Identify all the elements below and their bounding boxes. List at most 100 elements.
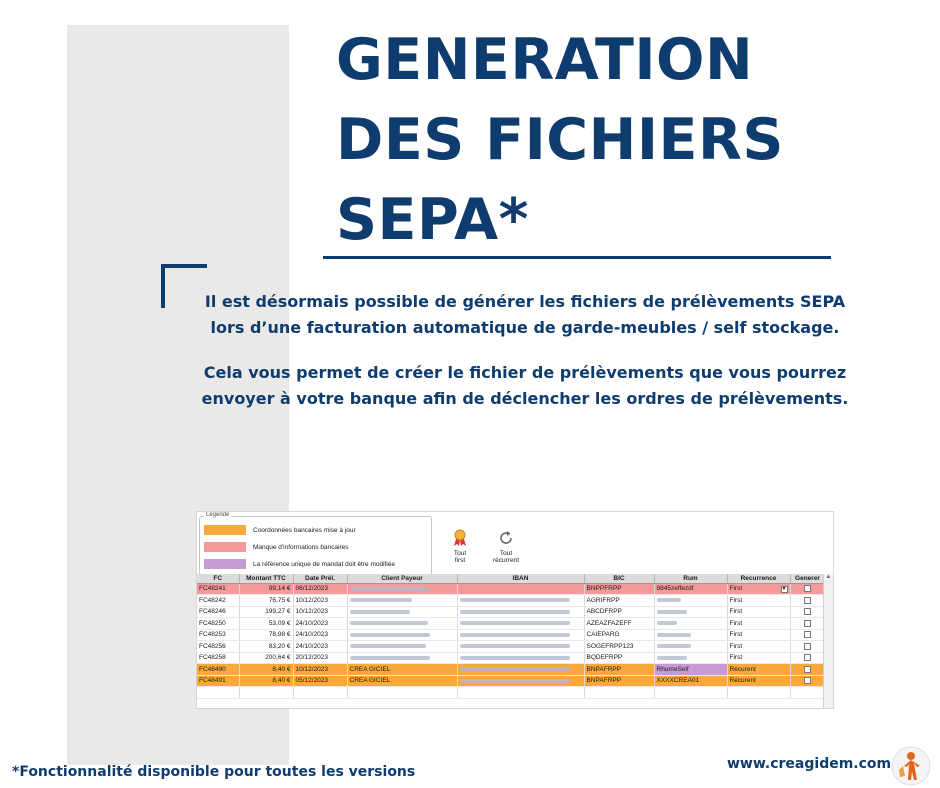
table-row[interactable]: FC48258 200,64 € 20/12/2023 BQDEFRPP Fir… bbox=[197, 652, 826, 664]
legend-label: Coordonnées bancaires mise à jour bbox=[253, 526, 356, 534]
table-scrollbar[interactable]: ▲ bbox=[823, 574, 833, 708]
title-divider bbox=[323, 256, 831, 259]
cell-bic: BQDEFRPP bbox=[584, 652, 655, 664]
cell-recurrence[interactable]: First bbox=[727, 652, 791, 664]
column-header-rum[interactable]: Rum bbox=[654, 574, 728, 584]
medal-icon bbox=[454, 529, 466, 546]
cell-iban-blurred bbox=[457, 629, 585, 641]
cell-generer[interactable] bbox=[790, 606, 826, 618]
generate-checkbox[interactable] bbox=[804, 677, 811, 685]
table-row[interactable]: FC48250 53,09 € 24/10/2023 AZEAZFAZEFF F… bbox=[197, 617, 826, 630]
cell-generer[interactable] bbox=[790, 675, 826, 687]
generate-checkbox[interactable] bbox=[804, 665, 811, 673]
intro-paragraph-2: Cela vous permet de créer le fichier de … bbox=[201, 363, 849, 408]
table-row[interactable]: FC48241 99,14 € 06/12/2023 BNPPFRPP 9845… bbox=[197, 583, 826, 595]
chevron-down-icon[interactable]: ▼ bbox=[780, 585, 788, 593]
cell-montant: 8,40 € bbox=[239, 663, 294, 676]
cell-client: CREA GICIEL bbox=[347, 675, 458, 687]
cell-montant: 83,20 € bbox=[239, 640, 294, 653]
generate-checkbox[interactable] bbox=[804, 642, 811, 650]
cell-fc: FC48256 bbox=[197, 640, 240, 653]
column-header-bic[interactable]: BIC bbox=[584, 574, 655, 584]
corner-bracket-decoration bbox=[161, 264, 207, 308]
generate-checkbox[interactable] bbox=[804, 596, 811, 604]
legend-item-updated: Coordonnées bancaires mise à jour bbox=[204, 525, 356, 535]
cell-recurrence[interactable]: Récurent bbox=[727, 663, 791, 676]
legend-item-mandate: La référence unique de mandat doit être … bbox=[204, 559, 395, 569]
all-first-label-2: first bbox=[454, 557, 466, 564]
cell-date: 06/12/2023 bbox=[293, 583, 348, 595]
column-header-recurrence[interactable]: Recurrence bbox=[727, 574, 791, 584]
cell-montant: 78,98 € bbox=[239, 629, 294, 641]
cell-client-blurred bbox=[347, 606, 458, 618]
table-row[interactable]: FC48246 199,27 € 10/12/2023 ABCDFRPP Fir… bbox=[197, 606, 826, 618]
table-row[interactable]: FC48490 8,40 € 10/12/2023 CREA GICIEL BN… bbox=[197, 663, 826, 676]
cell-rum-blurred bbox=[654, 652, 728, 664]
cell-date: 24/10/2023 bbox=[293, 629, 348, 641]
legend-swatch-orange bbox=[204, 525, 246, 535]
generate-checkbox[interactable] bbox=[804, 585, 811, 593]
legend-label: Manque d'informations bancaires bbox=[253, 543, 349, 551]
refresh-icon bbox=[500, 531, 512, 544]
cell-fc: FC48258 bbox=[197, 652, 240, 664]
cell-date: 10/12/2023 bbox=[293, 663, 348, 676]
cell-iban-blurred bbox=[457, 652, 585, 664]
cell-fc: FC48253 bbox=[197, 629, 240, 641]
column-header-client[interactable]: Client Payeur bbox=[347, 574, 458, 584]
cell-rum-blurred bbox=[654, 640, 728, 653]
legend-title: Legende bbox=[204, 512, 232, 518]
cell-bic: BNPPFRPP bbox=[584, 583, 655, 595]
cell-generer[interactable] bbox=[790, 594, 826, 607]
cell-rum-blurred bbox=[654, 594, 728, 607]
all-first-label-1: Tout bbox=[453, 550, 467, 557]
cell-client-blurred bbox=[347, 583, 458, 595]
cell-client-blurred bbox=[347, 652, 458, 664]
cell-generer[interactable] bbox=[790, 663, 826, 676]
scroll-up-icon[interactable]: ▲ bbox=[825, 574, 832, 580]
generate-checkbox[interactable] bbox=[804, 631, 811, 639]
cell-date: 24/10/2023 bbox=[293, 617, 348, 630]
all-recurrent-button[interactable]: Tout récurrent bbox=[486, 529, 526, 564]
generate-checkbox[interactable] bbox=[804, 619, 811, 627]
column-header-fc[interactable]: FC bbox=[197, 574, 240, 584]
cell-fc: FC48242 bbox=[197, 594, 240, 607]
cell-recurrence[interactable]: Récurent bbox=[727, 675, 791, 687]
cell-montant: 76,75 € bbox=[239, 594, 294, 607]
generate-checkbox[interactable] bbox=[804, 608, 811, 616]
table-row[interactable]: FC48256 83,20 € 24/10/2023 SOGEFRPP123 F… bbox=[197, 640, 826, 653]
column-header-date[interactable]: Date Prél. bbox=[293, 574, 348, 584]
cell-date: 24/10/2023 bbox=[293, 640, 348, 653]
cell-recurrence[interactable]: First bbox=[727, 594, 791, 607]
cell-generer[interactable] bbox=[790, 629, 826, 641]
cell-recurrence[interactable]: First ▼ bbox=[727, 583, 791, 595]
cell-generer[interactable] bbox=[790, 583, 826, 595]
cell-recurrence[interactable]: First bbox=[727, 606, 791, 618]
cell-recurrence[interactable]: First bbox=[727, 617, 791, 630]
cell-client-blurred bbox=[347, 617, 458, 630]
cell-rum-blurred bbox=[654, 629, 728, 641]
cell-generer[interactable] bbox=[790, 652, 826, 664]
table-row[interactable]: FC48242 76,75 € 10/12/2023 AGRIFRPP Firs… bbox=[197, 594, 826, 607]
column-header-montant[interactable]: Montant TTC bbox=[239, 574, 294, 584]
table-row-empty bbox=[197, 686, 826, 699]
cell-recurrence[interactable]: First bbox=[727, 640, 791, 653]
generate-checkbox[interactable] bbox=[804, 654, 811, 662]
cell-client-blurred bbox=[347, 640, 458, 653]
cell-generer[interactable] bbox=[790, 640, 826, 653]
table-row[interactable]: FC48253 78,98 € 24/10/2023 CAIEPARG Firs… bbox=[197, 629, 826, 641]
column-header-iban[interactable]: IBAN bbox=[457, 574, 585, 584]
legend-swatch-red bbox=[204, 542, 246, 552]
cell-date: 05/12/2023 bbox=[293, 675, 348, 687]
legend-label: La référence unique de mandat doit être … bbox=[253, 560, 396, 568]
cell-generer[interactable] bbox=[790, 617, 826, 630]
table-row[interactable]: FC48491 8,40 € 05/12/2023 CREA GICIEL BN… bbox=[197, 675, 826, 687]
cell-fc: FC48491 bbox=[197, 675, 240, 687]
cell-bic: BNPAFRPP bbox=[584, 663, 655, 676]
all-first-button[interactable]: Tout first bbox=[440, 529, 480, 564]
cell-montant: 200,64 € bbox=[239, 652, 294, 664]
column-header-generer[interactable]: Generer bbox=[790, 574, 826, 584]
cell-montant: 199,27 € bbox=[239, 606, 294, 618]
cell-recurrence[interactable]: First bbox=[727, 629, 791, 641]
cell-montant: 8,40 € bbox=[239, 675, 294, 687]
website-link[interactable]: www.creagidem.com bbox=[727, 756, 892, 772]
